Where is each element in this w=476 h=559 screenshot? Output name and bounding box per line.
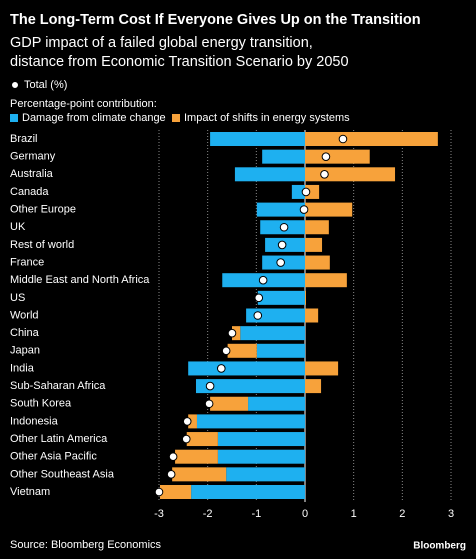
bar-segment — [240, 326, 305, 341]
y-tick-label: Rest of world — [10, 239, 74, 251]
total-dot — [227, 328, 237, 338]
x-tick-label: -2 — [203, 508, 213, 520]
y-tick-label: Australia — [10, 168, 54, 180]
bar-segment — [305, 361, 339, 376]
y-tick-label: Japan — [10, 345, 40, 357]
y-tick-label: Vietnam — [10, 486, 50, 498]
y-tick-label: Other Europe — [10, 204, 76, 216]
bar-segment — [172, 467, 227, 482]
bar-segment — [188, 361, 305, 376]
legend-marker — [11, 81, 19, 89]
y-tick-label: Indonesia — [10, 415, 59, 427]
bar-segment — [210, 132, 305, 146]
chart-title: The Long-Term Cost If Everyone Gives Up … — [10, 12, 421, 28]
total-dot — [205, 381, 215, 391]
bar-segment — [305, 255, 330, 270]
bar-segment — [305, 149, 370, 164]
bar-segment — [291, 184, 305, 199]
bar-segment — [305, 202, 353, 217]
y-tick-label: South Korea — [10, 398, 72, 410]
bar-segment — [257, 290, 305, 305]
bar-segment — [305, 132, 438, 146]
x-tick-label: 2 — [399, 508, 405, 520]
bar-segment — [305, 379, 322, 394]
bar-segment — [217, 449, 305, 464]
bar-segment — [159, 485, 192, 499]
bar-segment — [305, 273, 347, 288]
y-tick-label: Other Asia Pacific — [10, 451, 97, 463]
bar-segment — [226, 467, 305, 482]
bar-segment — [305, 308, 319, 323]
source: Source: Bloomberg Economics — [10, 539, 162, 551]
y-tick-label: Sub-Saharan Africa — [10, 380, 106, 392]
legend-label: Damage from climate change — [22, 112, 166, 124]
x-tick-label: 3 — [448, 508, 454, 520]
total-dot — [181, 434, 191, 444]
y-tick-label: France — [10, 256, 44, 268]
y-tick-label: Other Southeast Asia — [10, 468, 115, 480]
total-dot — [182, 417, 192, 426]
x-tick-label: 1 — [351, 508, 357, 520]
total-dot — [277, 240, 287, 250]
total-dot — [258, 275, 268, 285]
bar-segment — [248, 396, 305, 411]
y-tick-label: Brazil — [10, 133, 38, 145]
total-dot — [168, 452, 178, 462]
total-dot — [221, 346, 231, 356]
legend-swatch — [10, 114, 18, 122]
y-tick-label: China — [10, 327, 40, 339]
total-dot — [301, 187, 311, 197]
y-tick-label: UK — [10, 221, 26, 233]
total-dot — [299, 205, 309, 214]
bar-segment — [256, 343, 305, 358]
total-dot — [320, 170, 329, 179]
bar-segment — [305, 184, 320, 199]
legend-label: Impact of shifts in energy systems — [184, 112, 350, 124]
bar-segment — [262, 149, 305, 164]
bar-segment — [305, 167, 396, 182]
bar-segment — [217, 432, 305, 447]
total-dot — [276, 258, 285, 267]
x-tick-label: -1 — [251, 508, 261, 520]
total-dot — [338, 134, 348, 144]
bar-segment — [195, 379, 305, 394]
total-dot — [166, 470, 176, 479]
x-tick-label: -3 — [154, 508, 164, 520]
y-tick-label: India — [10, 362, 35, 374]
y-tick-label: US — [10, 292, 25, 304]
y-tick-label: Middle East and North Africa — [10, 274, 150, 286]
legend-swatch — [172, 114, 180, 122]
bar-segment — [234, 167, 305, 182]
bar-segment — [256, 202, 305, 217]
bar-segment — [196, 414, 305, 429]
legend-title: Percentage-point contribution: — [10, 98, 157, 110]
legend-label: Total (%) — [24, 79, 67, 91]
bar-segment — [191, 485, 305, 499]
bar-segment — [246, 308, 305, 323]
bar-segment — [186, 432, 218, 447]
y-tick-label: Germany — [10, 151, 56, 163]
chart-subtitle: GDP impact of a failed global energy tra… — [10, 35, 313, 51]
bar-segment — [227, 343, 257, 358]
bar-segment — [188, 414, 197, 429]
total-dot — [254, 293, 264, 303]
bar-segment — [305, 220, 329, 235]
total-dot — [216, 364, 226, 373]
total-dot — [279, 222, 289, 232]
total-dot — [154, 487, 164, 497]
bar-segment — [305, 237, 323, 252]
y-tick-label: World — [10, 309, 39, 321]
bar-segment — [175, 449, 218, 464]
chart-subtitle: distance from Economic Transition Scenar… — [10, 54, 349, 70]
x-tick-label: 0 — [302, 508, 308, 520]
y-tick-label: Canada — [10, 186, 49, 198]
bar-segment — [210, 396, 249, 411]
total-dot — [321, 152, 331, 161]
y-tick-label: Other Latin America — [10, 433, 108, 445]
brand: Bloomberg — [413, 541, 466, 552]
total-dot — [204, 399, 214, 409]
bar-segment — [305, 290, 306, 305]
total-dot — [253, 311, 263, 320]
